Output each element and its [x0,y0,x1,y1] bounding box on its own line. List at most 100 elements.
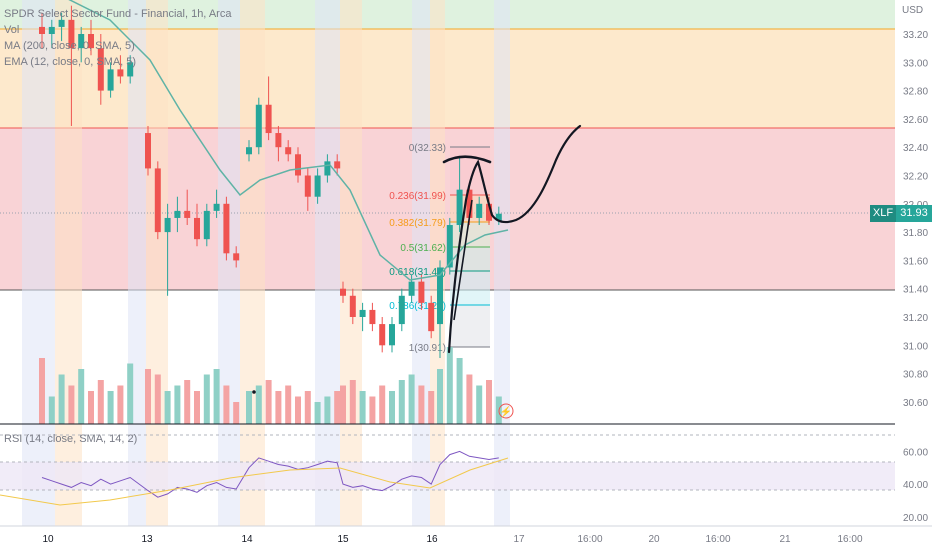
time-label: 13 [141,534,153,545]
volume-bar [446,347,453,424]
candle-body [285,147,292,155]
time-axis[interactable]: 10 13 14 15 16 17 16:00 20 16:00 21 16:00 [42,534,863,545]
volume-bar [285,385,292,424]
candle-body [418,281,425,303]
time-label: 10 [42,534,54,545]
rsi-tick: 20.00 [903,513,928,524]
session-highlight [340,0,362,526]
session-highlight [412,0,430,526]
session-highlight [55,0,82,526]
volume-bar [275,391,282,424]
ma-legend[interactable]: MA (200, close, 0, SMA, 5) [4,40,135,52]
session-highlight [240,0,265,526]
candle-body [233,253,240,261]
volume-bar [340,385,346,424]
volume-bar [437,369,443,424]
ema-line [68,0,509,281]
volume-bar [117,385,124,424]
volume-bar [408,374,415,424]
price-tick: 31.60 [903,256,928,267]
candle-body [476,203,483,218]
candle-body [486,203,492,221]
drawn-path [447,124,582,354]
volume-bar [68,385,75,424]
volume-bar [97,380,104,424]
volume-bar [127,363,134,424]
volume-bar [184,380,191,424]
rsi-tick: 40.00 [903,480,928,491]
time-label: 16:00 [577,534,602,545]
time-label: 17 [513,534,525,545]
volume-bar [213,369,220,424]
fib-level-label: 0(32.33) [409,143,446,154]
time-label: 20 [648,534,660,545]
time-label: 14 [241,534,253,545]
rsi-line [41,450,499,498]
candle-body [379,324,386,346]
chart-title[interactable]: SPDR Select Sector Fund - Financial, 1h,… [4,8,232,20]
drawn-dot [252,390,256,394]
price-tick: 30.60 [903,398,928,409]
volume-bar [334,391,341,424]
candle-body [97,48,104,91]
price-tick: 31.40 [903,285,928,296]
candle-body [495,213,502,221]
session-highlight [22,0,55,526]
drawn-stroke [453,199,473,321]
candle-body [255,104,262,148]
volume-bar [466,374,473,424]
candle-body [203,210,210,240]
volume-bar [398,380,405,424]
volume-bar [174,385,181,424]
currency-label[interactable]: USD [902,5,924,16]
symbol-label: XLF [870,205,896,222]
lightning-glyph: ⚡ [500,405,512,418]
candle-body [58,19,65,27]
hand-drawing[interactable]: ⚡ [252,124,582,419]
candle-body [389,324,395,346]
candle-body [39,26,45,34]
candle-body [466,189,473,218]
fib-level-label: 0.382(31.79) [389,218,446,229]
candle-body [334,161,341,169]
candle-body [107,69,114,91]
rsi-pane[interactable]: 60.00 40.00 20.00 [0,434,932,527]
ema-line [68,0,509,281]
candle-body [194,217,200,240]
volume-bar [295,396,301,424]
time-label: 16:00 [705,534,730,545]
candle-body [359,309,366,317]
rsi-tick: 60.00 [903,447,928,458]
price-tick: 32.40 [903,143,928,154]
rsi-ma-line [0,457,509,506]
candle-body [295,154,301,176]
volume-bar [164,391,171,424]
candle-body [127,62,134,77]
volume-bar [324,396,331,424]
candle-body [88,34,94,49]
volume-bar [476,385,483,424]
rsi-band [0,462,895,490]
price-tick: 33.20 [903,30,928,41]
price-tick: 31.80 [903,228,928,239]
volume-bar [314,402,321,424]
volume-bar [88,391,94,424]
ema-legend[interactable]: EMA (12, close, 0, SMA, 5) [4,56,137,68]
candle-body [164,217,171,233]
candle-body [408,281,415,296]
price-axis[interactable]: 33.2033.0032.8032.6032.4032.2032.0031.80… [903,30,928,409]
volume-bar [78,369,85,424]
vol-legend[interactable]: Vol [4,24,20,36]
volume-bar [58,374,65,424]
volume-bar [359,391,366,424]
price-tick: 31.00 [903,341,928,352]
drawn-arc [442,155,492,164]
indicator-legend: SPDR Select Sector Fund - Financial, 1h,… [4,6,231,70]
candle-body [213,203,220,211]
rsi-legend[interactable]: RSI (14, close, SMA, 14, 2) [4,433,138,445]
price-tick: 30.80 [903,370,928,381]
candle-body [117,69,124,77]
candle-body [246,147,252,155]
candle-body [174,210,181,218]
